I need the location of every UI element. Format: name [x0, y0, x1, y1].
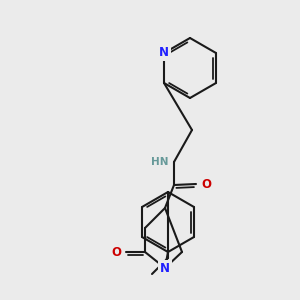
Text: N: N: [160, 262, 170, 275]
Text: O: O: [201, 178, 211, 190]
Text: HN: HN: [152, 157, 169, 167]
Text: O: O: [111, 245, 121, 259]
Text: N: N: [159, 46, 169, 59]
